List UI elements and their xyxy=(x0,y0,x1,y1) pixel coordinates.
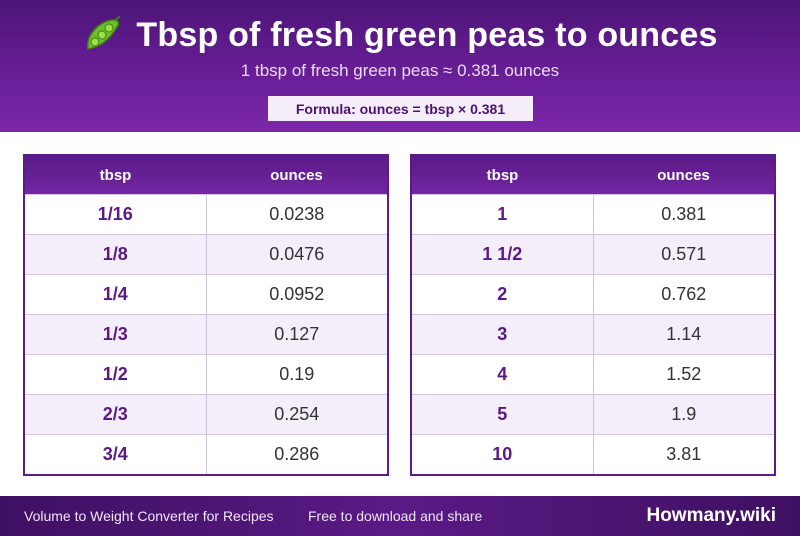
page-title: Tbsp of fresh green peas to ounces xyxy=(136,15,718,54)
ounces-cell: 1.9 xyxy=(593,394,775,435)
footer-bar: Volume to Weight Converter for Recipes F… xyxy=(0,496,800,536)
footer-app-name: Volume to Weight Converter for Recipes xyxy=(24,508,274,524)
footer-tagline: Free to download and share xyxy=(308,508,483,524)
ounces-cell: 0.381 xyxy=(593,194,775,235)
table-row: 4 1.52 xyxy=(411,354,775,395)
ounces-cell: 1.14 xyxy=(593,314,775,355)
column-header-ounces: ounces xyxy=(593,155,775,195)
ounces-cell: 1.52 xyxy=(593,354,775,395)
tbsp-cell: 2 xyxy=(411,274,594,315)
ounces-cell: 0.0952 xyxy=(206,274,388,315)
tbsp-cell: 1 1/2 xyxy=(411,234,594,275)
ounces-cell: 0.0238 xyxy=(206,194,388,235)
table-row: 1/4 0.0952 xyxy=(24,274,388,315)
footer-brand-link[interactable]: Howmany.wiki xyxy=(646,505,776,526)
conversion-table-right: tbsp ounces 1 0.381 1 1/2 0.571 2 0.762 3 1.… xyxy=(410,154,776,476)
table-row: 2/3 0.254 xyxy=(24,394,388,435)
tbsp-cell: 5 xyxy=(411,394,594,435)
table-row: 1/8 0.0476 xyxy=(24,234,388,275)
ounces-cell: 0.571 xyxy=(593,234,775,275)
tbsp-cell: 3/4 xyxy=(24,434,207,475)
table-row: 3 1.14 xyxy=(411,314,775,355)
tbsp-cell: 1/16 xyxy=(24,194,207,235)
table-row: 2 0.762 xyxy=(411,274,775,315)
table-header-row: tbsp ounces xyxy=(411,155,775,195)
column-header-tbsp: tbsp xyxy=(24,155,206,195)
table-header-row: tbsp ounces xyxy=(24,155,388,195)
header-banner: Tbsp of fresh green peas to ounces 1 tbs… xyxy=(0,0,800,132)
table-row: 10 3.81 xyxy=(411,434,775,475)
ounces-cell: 0.762 xyxy=(593,274,775,315)
tbsp-cell: 1/2 xyxy=(24,354,207,395)
tbsp-cell: 1/4 xyxy=(24,274,207,315)
ounces-cell: 0.254 xyxy=(206,394,388,435)
ounces-cell: 0.127 xyxy=(206,314,388,355)
pea-pod-icon xyxy=(87,16,121,50)
table-row: 5 1.9 xyxy=(411,394,775,435)
tbsp-cell: 3 xyxy=(411,314,594,355)
ounces-cell: 0.286 xyxy=(206,434,388,475)
title-row: Tbsp of fresh green peas to ounces xyxy=(0,12,800,58)
table-row: 1/3 0.127 xyxy=(24,314,388,355)
column-header-ounces: ounces xyxy=(206,155,388,195)
tbsp-cell: 1/3 xyxy=(24,314,207,355)
table-row: 3/4 0.286 xyxy=(24,434,388,475)
ounces-cell: 0.19 xyxy=(206,354,388,395)
conversion-subtitle: 1 tbsp of fresh green peas ≈ 0.381 ounce… xyxy=(240,61,560,80)
tbsp-cell: 1 xyxy=(411,194,594,235)
ounces-cell: 0.0476 xyxy=(206,234,388,275)
table-row: 1 0.381 xyxy=(411,194,775,235)
table-row: 1 1/2 0.571 xyxy=(411,234,775,275)
tbsp-cell: 2/3 xyxy=(24,394,207,435)
ounces-cell: 3.81 xyxy=(593,434,775,475)
formula-box: Formula: ounces = tbsp × 0.381 xyxy=(268,96,533,121)
tbsp-cell: 1/8 xyxy=(24,234,207,275)
table-row: 1/2 0.19 xyxy=(24,354,388,395)
tbsp-cell: 10 xyxy=(411,434,594,475)
tbsp-cell: 4 xyxy=(411,354,594,395)
table-row: 1/16 0.0238 xyxy=(24,194,388,235)
conversion-table-left: tbsp ounces 1/16 0.0238 1/8 0.0476 1/4 0.09… xyxy=(23,154,389,476)
column-header-tbsp: tbsp xyxy=(411,155,593,195)
